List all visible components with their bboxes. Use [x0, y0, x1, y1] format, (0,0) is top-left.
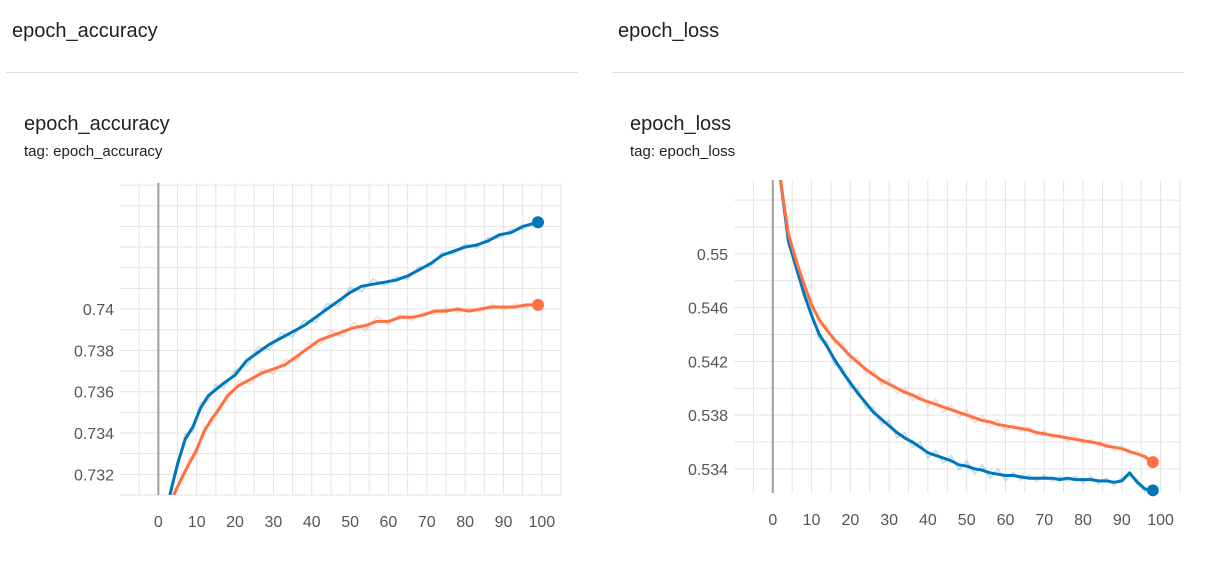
series-end-point[interactable]	[1146, 456, 1159, 469]
y-tick-label: 0.534	[688, 462, 728, 479]
x-tick-label: 60	[997, 512, 1015, 529]
series-raw-line	[780, 180, 1153, 461]
series-end-point[interactable]	[531, 298, 544, 311]
x-tick-label: 40	[303, 514, 321, 531]
loss-card: epoch_loss epoch_loss tag: epoch_loss 0.…	[612, 0, 1184, 563]
accuracy-chart[interactable]: 0.732 0.734 0.736 0.738 0.74 0 10 20 30 40 50 60 70 8…	[6, 0, 578, 563]
series-end-point[interactable]	[531, 216, 544, 229]
x-tick-label: 80	[456, 514, 474, 531]
x-tick-label: 30	[264, 514, 282, 531]
x-tick-label: 20	[841, 512, 859, 529]
series-raw-line	[168, 218, 539, 491]
series-end-point[interactable]	[1146, 484, 1159, 497]
x-tick-label: 0	[154, 514, 163, 531]
card-header: epoch_accuracy	[6, 0, 578, 73]
x-tick-label: 0	[768, 512, 777, 529]
x-tick-label: 90	[495, 514, 513, 531]
loss-chart[interactable]: 0.534 0.538 0.542 0.546 0.55 0 10 20 30 40 50 60 70 8…	[612, 0, 1184, 563]
x-tick-label: 40	[919, 512, 937, 529]
y-tick-label: 0.734	[74, 426, 114, 443]
chart-title: epoch_loss	[630, 113, 732, 135]
y-tick-label: 0.736	[74, 385, 114, 402]
y-tick-label: 0.55	[697, 247, 728, 264]
chart-title: epoch_accuracy	[24, 113, 170, 135]
series-line[interactable]	[172, 303, 538, 495]
series-line[interactable]	[168, 220, 539, 495]
x-tick-label: 70	[1035, 512, 1053, 529]
grid	[734, 180, 1181, 493]
x-tick-label: 10	[803, 512, 821, 529]
accuracy-card: epoch_accuracy epoch_accuracy tag: epoch…	[6, 0, 578, 563]
chart-tag: tag: epoch_loss	[630, 143, 736, 160]
x-tick-label: 70	[418, 514, 436, 531]
y-tick-label: 0.546	[688, 301, 728, 318]
x-tick-label: 50	[341, 514, 359, 531]
x-tick-label: 90	[1113, 512, 1131, 529]
x-tick-label: 80	[1074, 512, 1092, 529]
y-tick-label: 0.732	[74, 467, 114, 484]
x-tick-label: 100	[1147, 512, 1174, 529]
series-line[interactable]	[779, 180, 1154, 492]
x-tick-label: 60	[380, 514, 398, 531]
x-tick-label: 20	[226, 514, 244, 531]
series-raw-line	[780, 180, 1154, 493]
y-tick-label: 0.542	[688, 354, 728, 371]
x-tick-label: 100	[528, 514, 555, 531]
y-tick-label: 0.738	[74, 343, 114, 360]
card-header-title: epoch_accuracy	[12, 20, 158, 42]
y-tick-label: 0.538	[688, 408, 728, 425]
series-line[interactable]	[779, 180, 1154, 464]
card-header: epoch_loss	[612, 0, 1184, 73]
x-tick-label: 50	[958, 512, 976, 529]
grid	[120, 183, 562, 496]
card-header-title: epoch_loss	[618, 20, 720, 42]
x-tick-label: 10	[188, 514, 206, 531]
x-tick-label: 30	[880, 512, 898, 529]
chart-tag: tag: epoch_accuracy	[24, 143, 163, 160]
y-tick-label: 0.74	[83, 302, 114, 319]
